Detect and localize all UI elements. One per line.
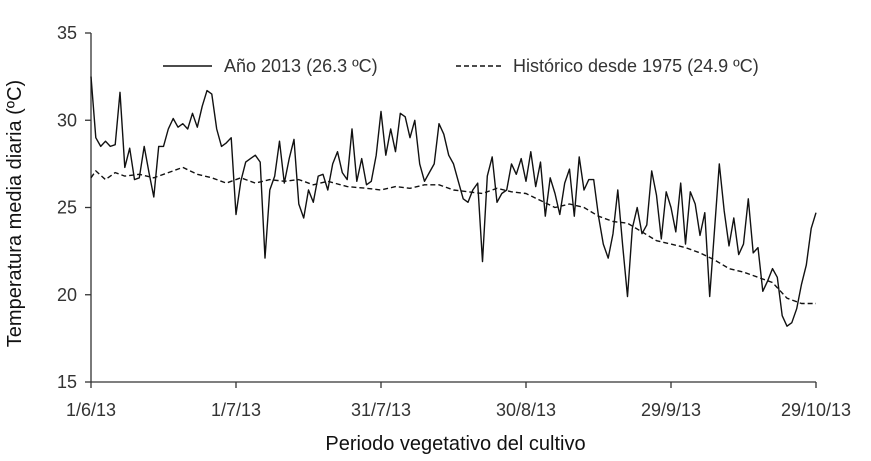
y-tick-label: 30	[57, 110, 77, 130]
x-ticks: 1/6/13 1/7/13 31/7/13 30/8/13 29/9/13 29/10/1…	[66, 382, 851, 420]
x-tick-label: 31/7/13	[351, 400, 411, 420]
x-axis-title: Periodo vegetativo del cultivo	[325, 433, 585, 455]
series-line-historico	[90, 166, 816, 305]
y-tick-label: 20	[57, 285, 77, 305]
x-tick-label: 30/8/13	[496, 400, 556, 420]
legend-item-historico-label: Histórico desde 1975 (24.9 ºC)	[513, 56, 759, 76]
y-tick-label: 35	[57, 23, 77, 43]
axes	[90, 33, 816, 383]
legend-item-2013-label: Año 2013 (26.3 ºC)	[224, 56, 378, 76]
y-tick-label: 25	[57, 198, 77, 218]
x-tick-label: 29/10/13	[781, 400, 851, 420]
series-line-2013	[90, 76, 817, 327]
legend: Año 2013 (26.3 ºC) Histórico desde 1975 (…	[163, 56, 759, 76]
series-layer	[90, 76, 817, 327]
x-tick-label: 1/7/13	[211, 400, 261, 420]
y-tick-label: 15	[57, 372, 77, 392]
x-tick-label: 1/6/13	[66, 400, 116, 420]
y-ticks: 15 20 25 30 35	[57, 23, 91, 392]
y-axis-title: Temperatura media diaria (ºC)	[4, 80, 26, 347]
x-tick-label: 29/9/13	[641, 400, 701, 420]
